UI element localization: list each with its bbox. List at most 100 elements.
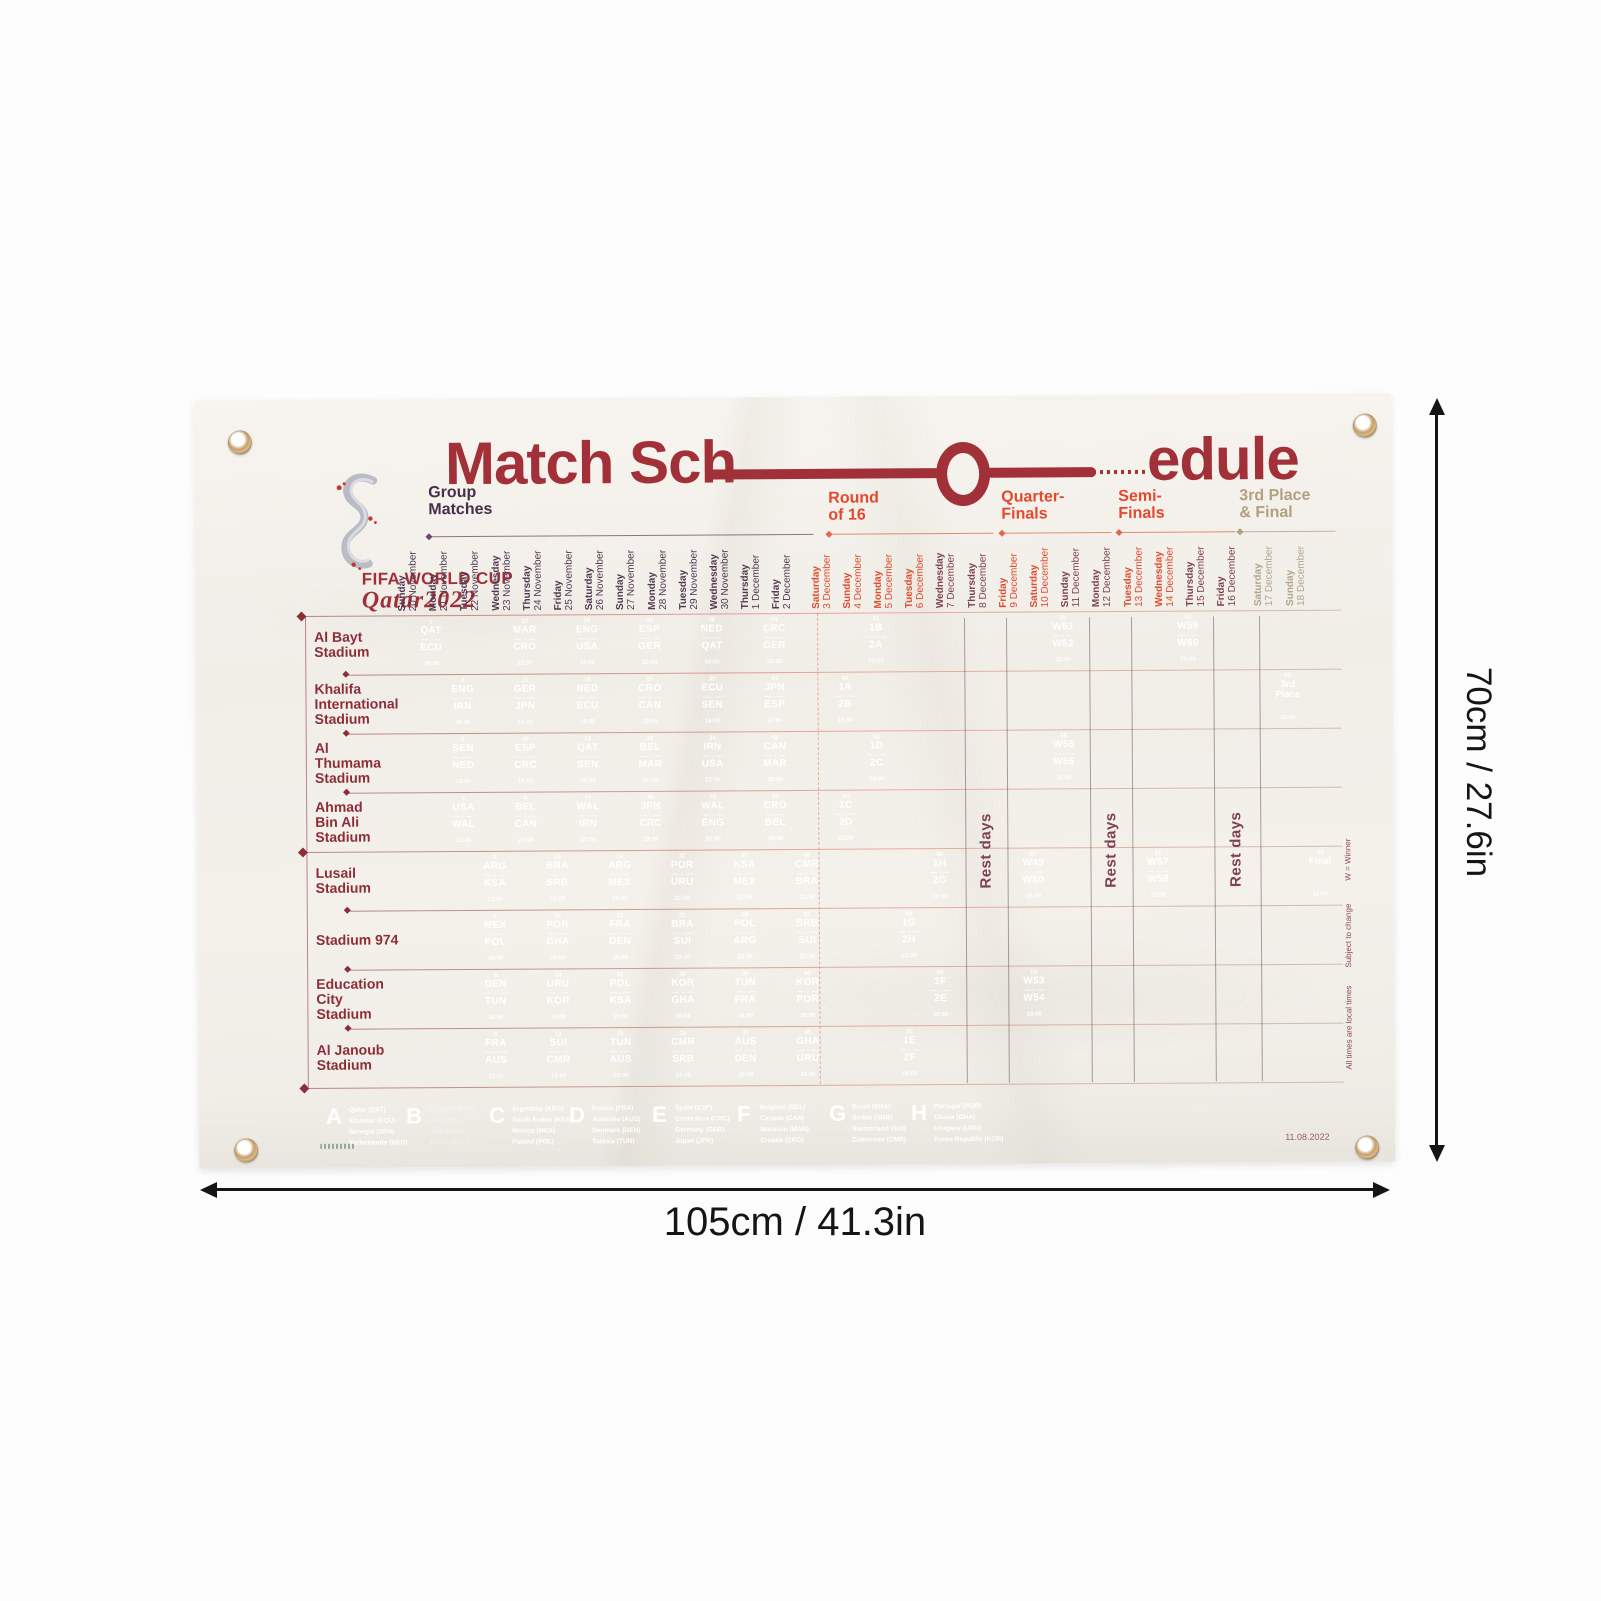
- team-code: SUI: [549, 1037, 568, 1049]
- team-code: KOR: [546, 994, 570, 1007]
- date-weekday: Saturday: [583, 567, 596, 611]
- match-time: 18:00: [1026, 1010, 1042, 1018]
- match-time: 19:00: [674, 954, 691, 961]
- height-dimension-label: 70cm / 27.6in: [1459, 666, 1498, 878]
- date-weekday: Saturday: [810, 566, 822, 609]
- versus-divider: v: [1053, 633, 1073, 638]
- match-time: 18:00: [737, 1012, 754, 1019]
- team-code: W56: [1053, 755, 1075, 767]
- team-code: DEN: [484, 978, 507, 990]
- date-value: 12 December: [1101, 547, 1114, 608]
- team-code: 1B: [869, 622, 883, 634]
- match-time: 18:00: [800, 1071, 816, 1078]
- match-cell: 52 1D v 2C 18:00: [857, 731, 895, 788]
- match-number: 7: [493, 913, 497, 920]
- match-number: 13: [554, 1031, 562, 1038]
- date-weekday: Thursday: [1184, 561, 1196, 607]
- date-value: 28 November: [657, 549, 669, 610]
- match-cell: 30 KOR v GHA 16:00: [664, 968, 702, 1025]
- versus-divider: v: [930, 988, 950, 993]
- team-code: 2D: [839, 816, 853, 828]
- team-code: GHA: [546, 935, 570, 948]
- date-value: 15 December: [1195, 546, 1207, 607]
- team-code: ENG: [701, 816, 725, 829]
- versus-divider: v: [797, 930, 817, 935]
- match-cell: 34 IRN v USA 22:00: [693, 732, 731, 789]
- date-value: 7 December: [946, 553, 958, 609]
- match-number: 32: [678, 853, 686, 860]
- match-time: 19:00: [455, 778, 471, 785]
- match-time: 22:00: [838, 835, 854, 842]
- date-value: 13 December: [1133, 546, 1145, 607]
- legend-letter: H: [910, 1100, 927, 1126]
- versus-divider: v: [703, 812, 723, 817]
- team-code: CRO: [513, 641, 537, 653]
- match-cell: 46 KOR v POR 18:00: [789, 967, 827, 1024]
- match-number: 35: [708, 676, 716, 683]
- team-code: ARG: [733, 934, 757, 946]
- match-cell: 39 POL v ARG 22:00: [726, 909, 764, 966]
- width-arrowhead-right: [1373, 1181, 1390, 1198]
- match-time: 13:00: [580, 836, 597, 843]
- match-time: 19:00: [579, 718, 596, 725]
- versus-divider: v: [702, 635, 722, 640]
- match-time: 22:00: [641, 659, 658, 666]
- match-time: 22:00: [705, 776, 721, 784]
- title-line-left: [707, 468, 941, 480]
- match-cell: 6 DEN v TUN 16:00: [477, 969, 515, 1026]
- team-code: MEX: [608, 876, 632, 888]
- corridor-line: [1258, 616, 1263, 1082]
- team-code: USA: [452, 801, 475, 814]
- match-time: 22:00: [705, 835, 721, 843]
- title-line-right: [986, 467, 1097, 478]
- match-cell: 48 CMR v BRA 22:00: [788, 849, 826, 906]
- title-ring-icon: [935, 441, 991, 507]
- width-arrow: [214, 1188, 1376, 1191]
- team-code: MAR: [638, 758, 663, 770]
- date-weekday: Monday: [427, 573, 440, 612]
- match-time: 22:00: [766, 658, 783, 665]
- match-time: 18:00: [738, 1071, 754, 1078]
- legend-group: H Portugal (POR) Ghana (GHA) Uruguay (URU) K…: [904, 1096, 1004, 1153]
- match-time: 19:00: [612, 954, 628, 961]
- match-number: 30: [679, 971, 687, 978]
- team-code: ESP: [638, 623, 660, 635]
- date-header: Tuesday 6 December: [902, 516, 926, 609]
- team-code: USA: [576, 640, 599, 652]
- match-number: 4: [461, 796, 465, 803]
- match-number: 23: [616, 913, 624, 920]
- team-code: JPN: [514, 700, 536, 712]
- match-cell: 16 BRA v SRB 22:00: [538, 851, 576, 908]
- match-time: 22:00: [932, 893, 948, 900]
- versus-divider: v: [1023, 869, 1043, 874]
- versus-divider: v: [703, 753, 723, 758]
- match-number: 18: [584, 736, 592, 743]
- team-code: NED: [700, 623, 723, 635]
- team-code: SEN: [452, 742, 474, 755]
- match-number: 47: [803, 911, 811, 918]
- team-code: W54: [1023, 991, 1045, 1004]
- match-number: 21: [617, 1031, 625, 1038]
- match-number: 10: [521, 736, 529, 743]
- date-header: Wednesday 30 November: [706, 517, 731, 609]
- team-code: BEL: [639, 741, 661, 753]
- date-weekday: Saturday: [1028, 564, 1040, 608]
- match-number: 19: [584, 677, 591, 684]
- date-value: 4 December: [852, 554, 864, 609]
- match-time: 18:00: [869, 775, 885, 783]
- date-header: Friday 9 December: [995, 516, 1020, 608]
- match-number: 41: [771, 794, 779, 801]
- team-code: IRN: [703, 741, 722, 753]
- date-value: 25 November: [563, 550, 575, 611]
- match-number: 54: [905, 911, 913, 918]
- versus-divider: v: [736, 1048, 756, 1053]
- team-code: KOR: [671, 977, 695, 989]
- match-number: 48: [803, 852, 811, 859]
- team-code: AUS: [609, 1053, 632, 1065]
- date-header: Friday 2 December: [769, 517, 793, 610]
- team-code: CRC: [762, 623, 786, 635]
- versus-divider: v: [578, 813, 598, 818]
- match-time: 22:00: [549, 895, 566, 902]
- match-number: 42: [771, 735, 779, 742]
